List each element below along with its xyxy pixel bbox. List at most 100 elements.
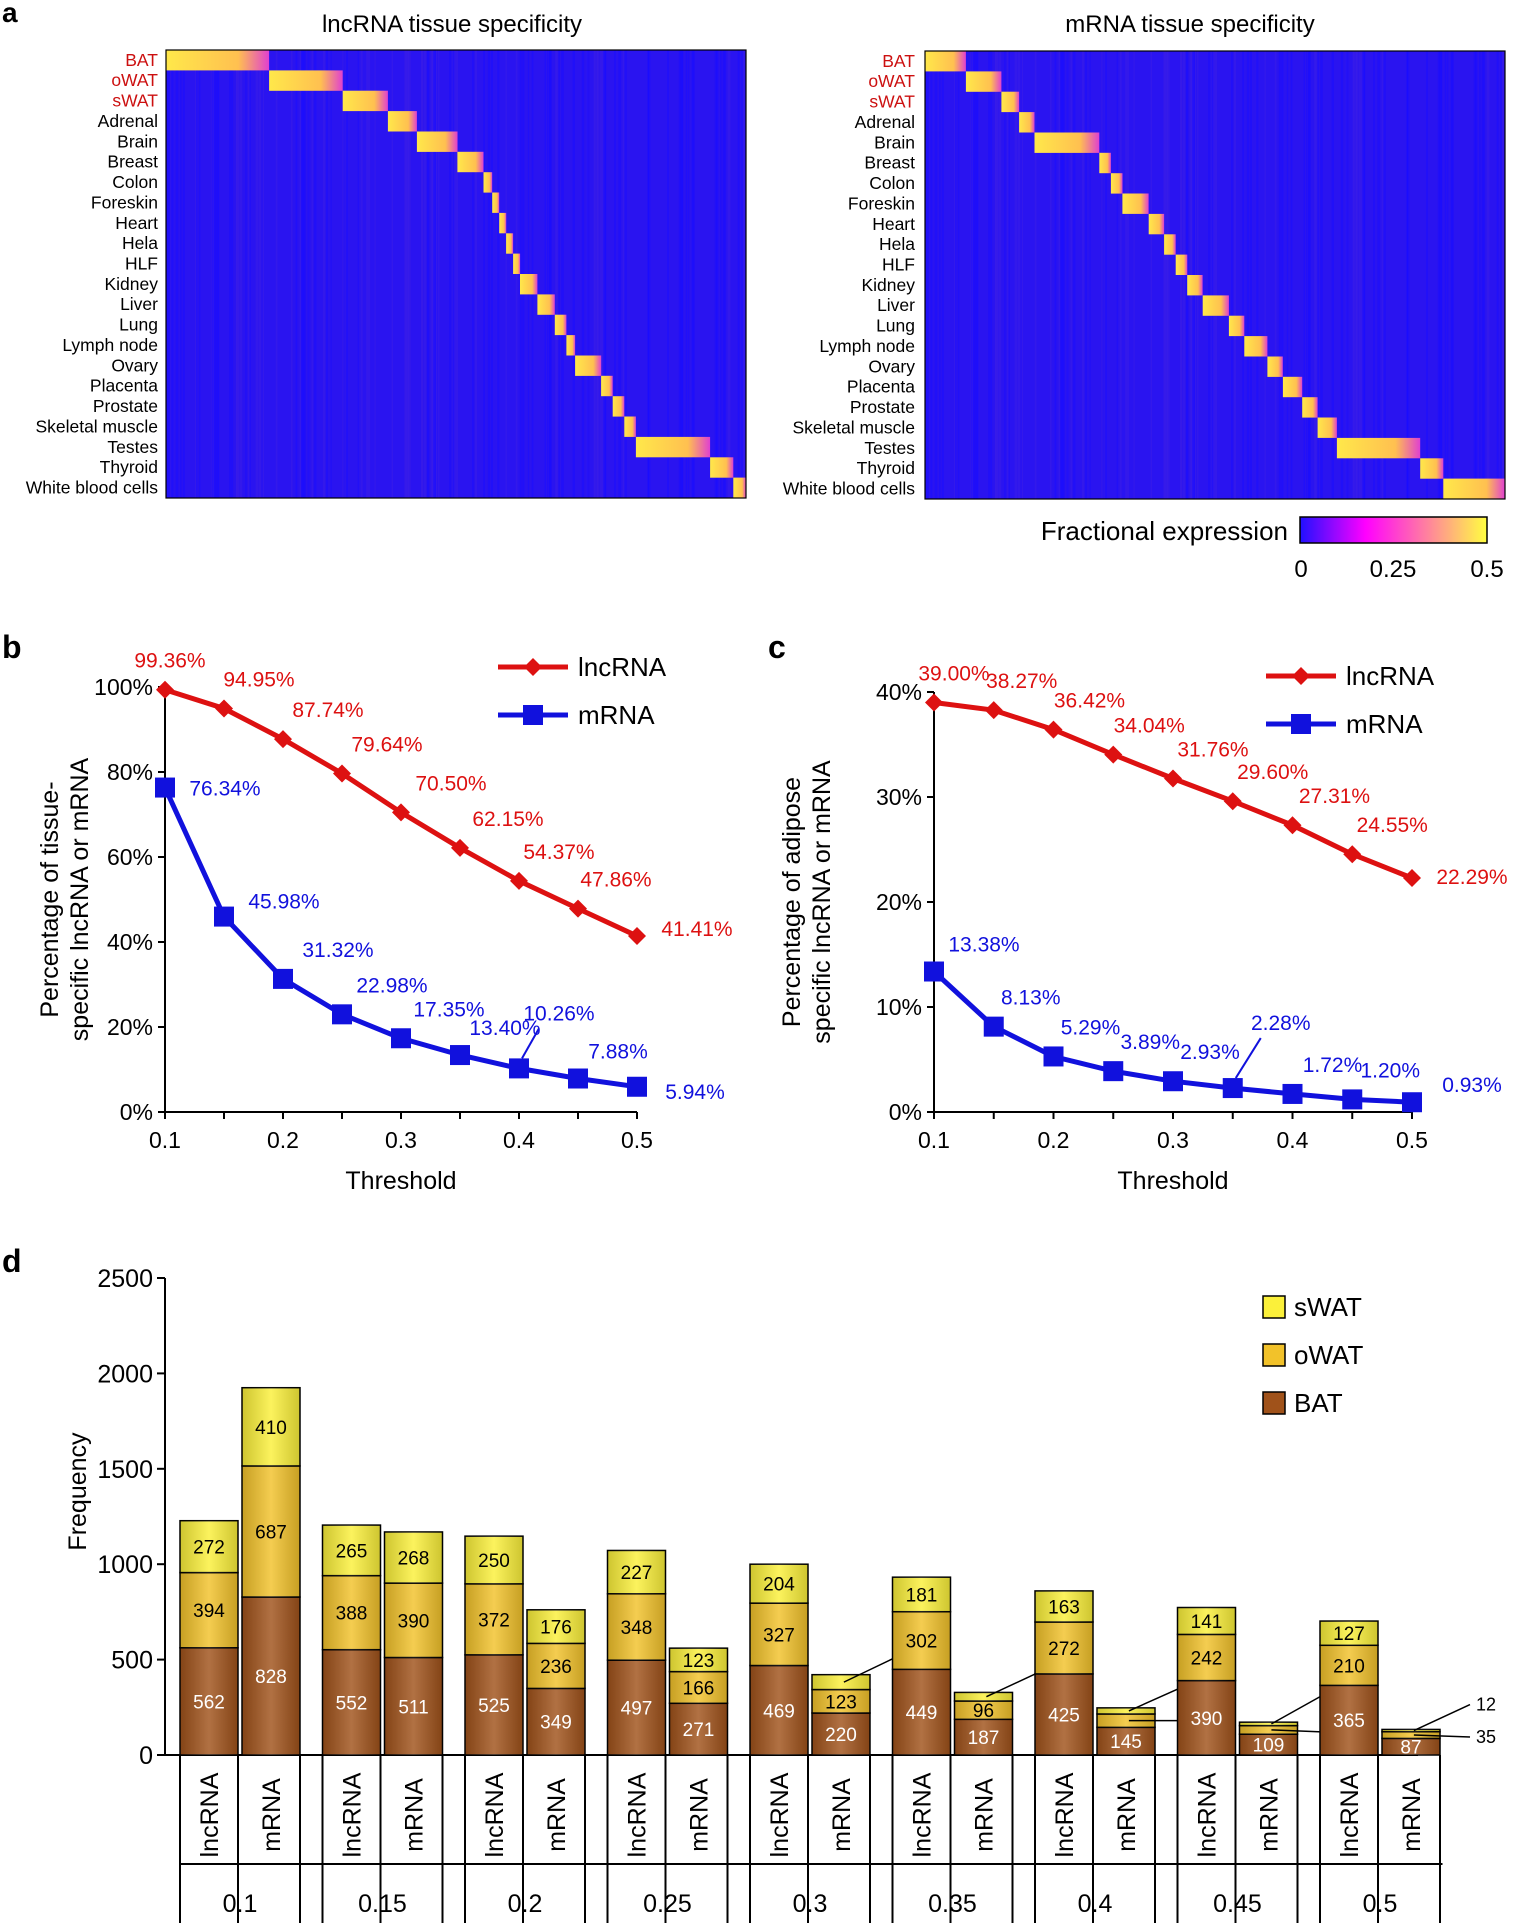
heatmap-texture-stripe: [1166, 51, 1170, 499]
heatmap-texture-stripe: [1014, 51, 1017, 499]
colorbar-label: Fractional expression: [1041, 516, 1288, 546]
y-tick-label: 100%: [94, 674, 153, 700]
heatmap-texture-stripe: [1067, 51, 1069, 499]
bar-label-mrna: mRNA: [1256, 1778, 1284, 1852]
heatmap-texture-stripe: [182, 50, 185, 498]
legend-swatch-bat: [1262, 1391, 1286, 1415]
bar-shading: [322, 1525, 381, 1576]
heatmap-block-thyroid: [1420, 458, 1444, 479]
mrna-point: [391, 1028, 411, 1049]
bar-label-lncrna: lncRNA: [481, 1772, 509, 1857]
heatmap-texture-stripe: [692, 50, 695, 498]
heatmap-texture-stripe: [301, 50, 304, 498]
y-tick-label: 20%: [876, 889, 922, 915]
heatmap-texture-stripe: [685, 50, 688, 498]
mrna-point: [1103, 1061, 1124, 1082]
value-label-lncrna-0.15-owat: 388: [336, 1604, 368, 1625]
heatmap-texture-stripe: [1502, 51, 1505, 499]
panel-letter-b: b: [2, 629, 22, 665]
bar-shading: [954, 1701, 1013, 1720]
panel-letter-d: d: [2, 1243, 22, 1279]
value-label-lncrna-0.3-swat: 204: [763, 1575, 795, 1596]
bar-shading: [750, 1564, 808, 1604]
heatmap-texture-stripe: [1062, 51, 1065, 499]
bar-shading: [892, 1669, 951, 1755]
heatmap-texture-stripe: [307, 50, 309, 498]
heatmap-texture-stripe: [581, 50, 585, 498]
x-tick-label: 0.3: [385, 1127, 417, 1153]
y-axis-label: Percentage of adipose: [778, 777, 806, 1027]
heatmap-texture-stripe: [405, 50, 407, 498]
heatmap-texture-stripe: [474, 50, 477, 498]
legend-label-mrna: mRNA: [1346, 709, 1423, 739]
heatmap-block-prostate: [1302, 397, 1318, 418]
bar-shading: [465, 1654, 523, 1755]
mrna-point: [1222, 1078, 1243, 1099]
heatmap-texture-stripe: [681, 50, 683, 498]
mrna-data-label: 3.89%: [1120, 1031, 1180, 1054]
heatmap-texture-stripe: [1320, 51, 1323, 499]
mrna-data-label: 76.34%: [189, 778, 260, 801]
heatmap-texture-stripe: [421, 50, 423, 498]
bar-shading: [1035, 1590, 1093, 1623]
heatmap-block-hlf: [513, 253, 521, 274]
row-label-hela: Hela: [122, 233, 158, 253]
heatmap-texture-stripe: [1473, 51, 1477, 499]
heatmap-texture-stripe: [303, 50, 306, 498]
heatmap-texture-stripe: [955, 51, 957, 499]
value-label-mrna-0.25-swat: 123: [683, 1651, 715, 1672]
value-label-mrna-0.35-owat: 96: [973, 1701, 994, 1722]
heatmap-texture-stripe: [1356, 51, 1359, 499]
bar-shading: [892, 1611, 951, 1670]
heatmap-block-lung: [554, 314, 567, 336]
lncrna-data-label: 94.95%: [223, 668, 294, 691]
heatmap-texture-stripe: [258, 50, 262, 498]
colorbar-tick-0: 0: [1294, 556, 1307, 583]
lncrna-heatmap-title: lncRNA tissue specificity: [322, 11, 582, 38]
heatmap-texture-stripe: [1233, 51, 1236, 499]
y-axis-label: specific lncRNA or mRNA: [66, 757, 94, 1041]
row-label-lung: Lung: [876, 316, 915, 336]
bar-shading: [384, 1583, 443, 1658]
heatmap-texture-stripe: [449, 50, 451, 498]
row-label-breast: Breast: [107, 152, 158, 172]
heatmap-texture-stripe: [1358, 51, 1361, 499]
heatmap-texture-stripe: [588, 50, 590, 498]
mrna-point: [155, 777, 175, 798]
row-label-bat: BAT: [125, 50, 158, 70]
lncrna-point: [215, 699, 233, 718]
heatmap-texture-stripe: [678, 50, 681, 498]
heatmap-texture-stripe: [1308, 51, 1311, 499]
mrna-data-label: 13.40%: [469, 1017, 540, 1040]
y-tick-label: 2000: [97, 1360, 153, 1388]
bar-shading: [465, 1583, 523, 1655]
bar-shading: [465, 1536, 523, 1584]
heatmap-texture-stripe: [433, 50, 436, 498]
heatmap-texture-stripe: [1081, 51, 1085, 499]
heatmap-texture-stripe: [1246, 51, 1250, 499]
heatmap-texture-stripe: [1340, 51, 1344, 499]
heatmap-texture-stripe: [314, 50, 317, 498]
heatmap-texture-stripe: [1211, 51, 1213, 499]
heatmap-texture-stripe: [1054, 51, 1057, 499]
heatmap-texture-stripe: [1347, 51, 1349, 499]
bar-label-lncrna: lncRNA: [1336, 1772, 1364, 1857]
value-label-lncrna-0.3-owat: 327: [763, 1625, 795, 1646]
bar-shading: [180, 1520, 238, 1573]
heatmap-texture-stripe: [586, 50, 588, 498]
value-label-lncrna-0.25-bat: 497: [621, 1699, 653, 1720]
mrna-data-label: 17.35%: [413, 998, 484, 1021]
mrna-data-label: 7.88%: [588, 1041, 648, 1064]
mrna-data-label: 5.94%: [665, 1081, 725, 1104]
value-label-mrna-0.2-swat: 176: [540, 1618, 572, 1639]
value-label-lncrna-0.45-owat: 242: [1191, 1649, 1223, 1670]
heatmap-texture-stripe: [974, 51, 977, 499]
heatmap-texture-stripe: [1383, 51, 1386, 499]
heatmap-texture-stripe: [326, 50, 328, 498]
row-label-skeletal-muscle: Skeletal muscle: [792, 417, 915, 437]
x-tick-label: 0.5: [1396, 1127, 1428, 1153]
panel-a-heatmaps: lncRNA tissue specificity mRNA tissue sp…: [26, 11, 1506, 583]
bar-label-lncrna: lncRNA: [766, 1772, 794, 1857]
heatmap-texture-stripe: [451, 50, 453, 498]
lncrna-data-label: 99.36%: [134, 650, 205, 673]
